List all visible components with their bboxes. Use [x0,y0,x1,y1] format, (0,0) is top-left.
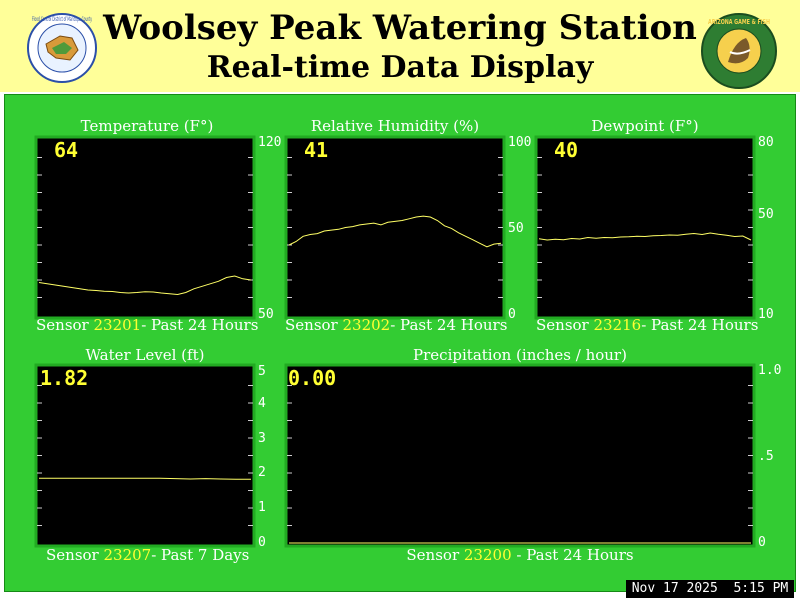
caption-period: - Past 24 Hours [390,316,508,334]
water-level-current-value: 1.82 [40,366,88,390]
page-subtitle: Real-time Data Display [206,50,594,85]
sensor-id: 23216 [593,316,642,334]
caption-sensor-label: Sensor [406,546,464,564]
logo-left-text: Flood Control District of Maricopa Count… [32,16,92,23]
dewpoint-current-value: 40 [554,138,578,162]
precipitation-plot-area [284,363,756,548]
water-series-line [39,477,251,480]
precipitation-tick-min: 0 [758,535,766,550]
caption-sensor-label: Sensor [285,316,343,334]
water-level-caption: Sensor 23207- Past 7 Days [46,546,249,564]
timestamp: Nov 17 2025 5:15 PM [626,580,794,598]
header-banner: Flood Control District of Maricopa Count… [0,0,800,92]
dewpoint-caption: Sensor 23216- Past 24 Hours [536,316,758,334]
dewpoint-tick-max: 80 [758,135,774,150]
water-level-chart: 1.82 5 4 3 2 1 0 [34,363,266,550]
temperature-chart: 64 120 50 [34,135,281,322]
temperature-tick-max: 120 [258,135,281,150]
temperature-plot-area [34,135,256,320]
precipitation-caption: Sensor 23200 - Past 24 Hours [286,546,754,564]
humidity-caption: Sensor 23202- Past 24 Hours [285,316,507,334]
dewpoint-chart: 40 80 50 10 [534,135,774,322]
temperature-tick-min: 50 [258,307,274,322]
sensor-id: 23201 [93,316,142,334]
water-level-tick-1: 1 [258,500,266,515]
precipitation-tick-mid: .5 [758,449,774,464]
dewpoint-tick-mid: 50 [758,207,774,222]
water-level-tick-5: 5 [258,364,266,379]
caption-sensor-label: Sensor [46,546,104,564]
caption-period: - Past 7 Days [151,546,250,564]
sensor-id: 23202 [342,316,391,334]
water-level-plot-area [34,363,256,548]
humidity-series-line [288,215,502,248]
precipitation-current-value: 0.00 [288,366,336,390]
precipitation-chart: 0.00 1.0 .5 0 [284,363,781,550]
temperature-current-value: 64 [54,138,78,162]
caption-period: - Past 24 Hours [511,546,634,564]
precipitation-title: Precipitation (inches / hour) [413,346,627,364]
temperature-series-line [38,275,252,296]
water-level-tick-0: 0 [258,535,266,550]
temperature-title: Temperature (F°) [80,117,214,135]
dewpoint-tick-min: 10 [758,307,774,322]
caption-sensor-label: Sensor [536,316,594,334]
water-level-title: Water Level (ft) [85,346,205,364]
caption-sensor-label: Sensor [36,316,94,334]
dewpoint-title: Dewpoint (F°) [591,117,699,135]
humidity-tick-max: 100 [508,135,531,150]
sensor-id: 23200 [463,546,512,564]
caption-period: - Past 24 Hours [141,316,259,334]
arizona-game-fish-logo: ARIZONA GAME & FISH [701,13,777,89]
water-level-tick-3: 3 [258,431,266,446]
water-level-tick-2: 2 [258,465,266,480]
precipitation-tick-max: 1.0 [758,363,781,378]
humidity-title: Relative Humidity (%) [310,117,480,135]
dewpoint-series-line [538,232,752,241]
humidity-plot-area [284,135,506,320]
page-title: Woolsey Peak Watering Station [103,8,697,48]
caption-period: - Past 24 Hours [641,316,759,334]
humidity-current-value: 41 [304,138,328,162]
water-level-tick-4: 4 [258,396,266,411]
humidity-tick-mid: 50 [508,221,524,236]
humidity-chart: 41 100 50 0 [284,135,531,322]
sensor-id: 23207 [103,546,152,564]
logo-right-text: ARIZONA GAME & FISH [708,18,770,26]
humidity-tick-min: 0 [508,307,516,322]
dewpoint-plot-area [534,135,756,320]
flood-control-district-logo: Flood Control District of Maricopa Count… [27,13,97,83]
temperature-caption: Sensor 23201- Past 24 Hours [36,316,258,334]
